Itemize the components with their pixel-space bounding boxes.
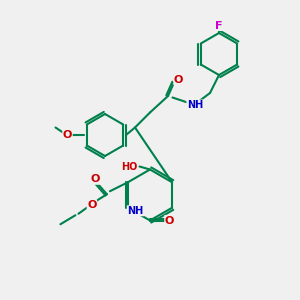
Text: O: O [174, 74, 183, 85]
Text: O: O [63, 130, 72, 140]
Text: F: F [215, 20, 223, 31]
Text: O: O [165, 215, 174, 226]
Text: HO: HO [121, 161, 137, 172]
Text: O: O [90, 174, 100, 184]
Text: NH: NH [127, 206, 143, 216]
Text: O: O [87, 200, 97, 210]
Text: NH: NH [187, 100, 203, 110]
